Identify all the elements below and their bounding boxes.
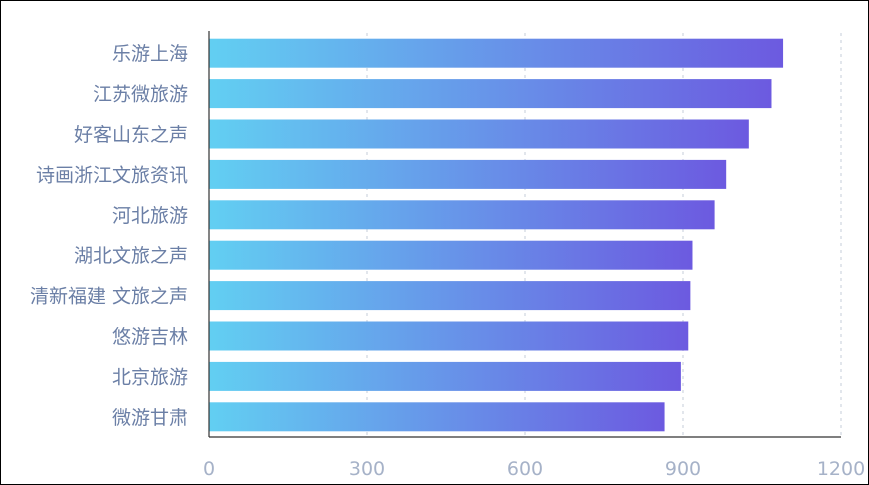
bar: [209, 240, 693, 270]
bar: [209, 119, 749, 149]
x-tick-label: 0: [203, 458, 215, 480]
category-label: 河北旅游: [112, 205, 188, 227]
bar: [209, 79, 772, 109]
x-tick-labels: 0 300 600 900 1200: [203, 458, 865, 480]
category-label: 好客山东之声: [74, 124, 188, 146]
x-tick-label: 300: [349, 458, 385, 480]
x-tick-label: 900: [665, 458, 701, 480]
category-label: 悠游吉林: [112, 326, 188, 348]
bar: [209, 402, 665, 432]
bar: [209, 38, 784, 68]
category-label: 乐游上海: [112, 43, 188, 65]
x-tick-label: 600: [507, 458, 543, 480]
axes: [208, 31, 841, 438]
category-label: 江苏微旅游: [93, 84, 188, 106]
category-label: 清新福建 文旅之声: [30, 286, 188, 308]
category-label: 诗画浙江文旅资讯: [36, 164, 188, 186]
bar: [209, 281, 691, 311]
bar: [209, 159, 727, 189]
category-label: 湖北文旅之声: [74, 245, 188, 267]
bar: [209, 361, 681, 391]
category-label: 北京旅游: [112, 366, 188, 388]
bar: [209, 321, 689, 351]
category-label: 微游甘肃: [112, 407, 188, 429]
bar: [209, 200, 715, 230]
bars: [209, 38, 784, 432]
x-tick-label: 1200: [817, 458, 865, 480]
